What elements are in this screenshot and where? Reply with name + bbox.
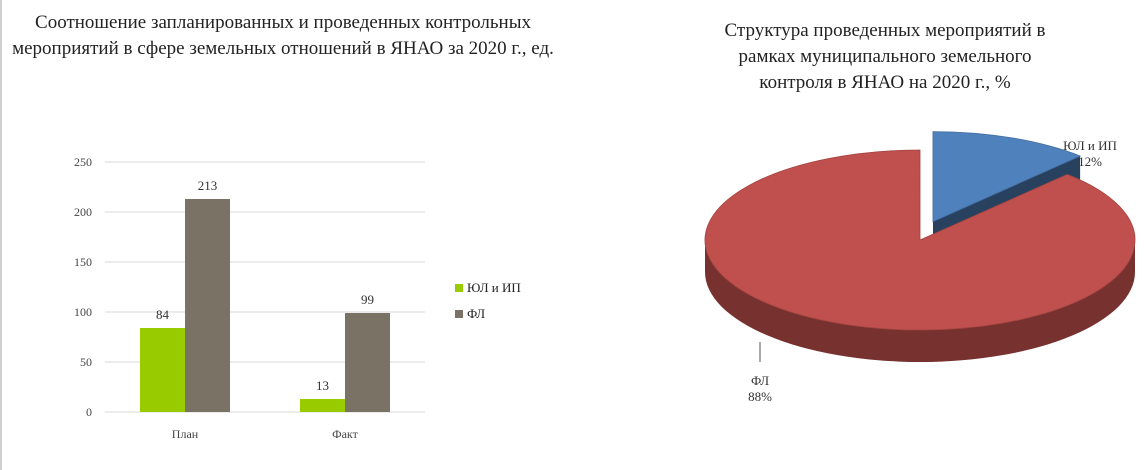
- legend-label-fl: ФЛ: [467, 306, 486, 321]
- bar: [185, 199, 230, 412]
- x-tick-label: План: [172, 427, 199, 441]
- bar: [345, 313, 390, 412]
- pie-label-value: 88%: [748, 389, 772, 404]
- bar-chart: 0 50 100 150 200 250 84 213 План 13 99 Факт: [74, 155, 425, 441]
- legend-swatch-fl: [455, 310, 463, 318]
- bar-legend: ЮЛ и ИП ФЛ: [455, 275, 521, 327]
- left-border: [0, 0, 2, 470]
- y-tick-label: 250: [74, 155, 92, 169]
- data-label: 99: [361, 292, 374, 307]
- legend-item-ul-ip: ЮЛ и ИП: [455, 275, 521, 301]
- pie-label-value: 12%: [1078, 154, 1102, 169]
- legend-item-fl: ФЛ: [455, 301, 521, 327]
- y-tick-label: 200: [74, 205, 92, 219]
- data-label: 13: [316, 378, 329, 393]
- pie-chart-title: Структура проведенных мероприятий в рамк…: [724, 20, 1046, 93]
- pie-label-name: ЮЛ и ИП: [1063, 138, 1117, 153]
- y-tick-label: 100: [74, 305, 92, 319]
- data-label: 84: [156, 307, 170, 322]
- bar-chart-panel: Соотношение запланированных и проведенны…: [0, 0, 570, 470]
- pie-slice: [932, 131, 1082, 223]
- y-tick-label: 150: [74, 255, 92, 269]
- y-tick-label: 50: [80, 355, 92, 369]
- legend-swatch-ul-ip: [455, 284, 463, 292]
- pie-chart-panel: Структура проведенных мероприятий в рамк…: [620, 0, 1146, 470]
- pie-label-name: ФЛ: [751, 373, 769, 388]
- bar: [300, 399, 345, 412]
- data-label: 213: [198, 178, 218, 193]
- x-tick-label: Факт: [332, 427, 358, 441]
- pie-slice: [704, 149, 1136, 331]
- bar-chart-title: Соотношение запланированных и проведенны…: [12, 12, 554, 59]
- pie-slice-side: [705, 240, 1135, 362]
- bar: [140, 328, 185, 412]
- y-tick-label: 0: [86, 405, 92, 419]
- legend-label-ul-ip: ЮЛ и ИП: [467, 280, 521, 295]
